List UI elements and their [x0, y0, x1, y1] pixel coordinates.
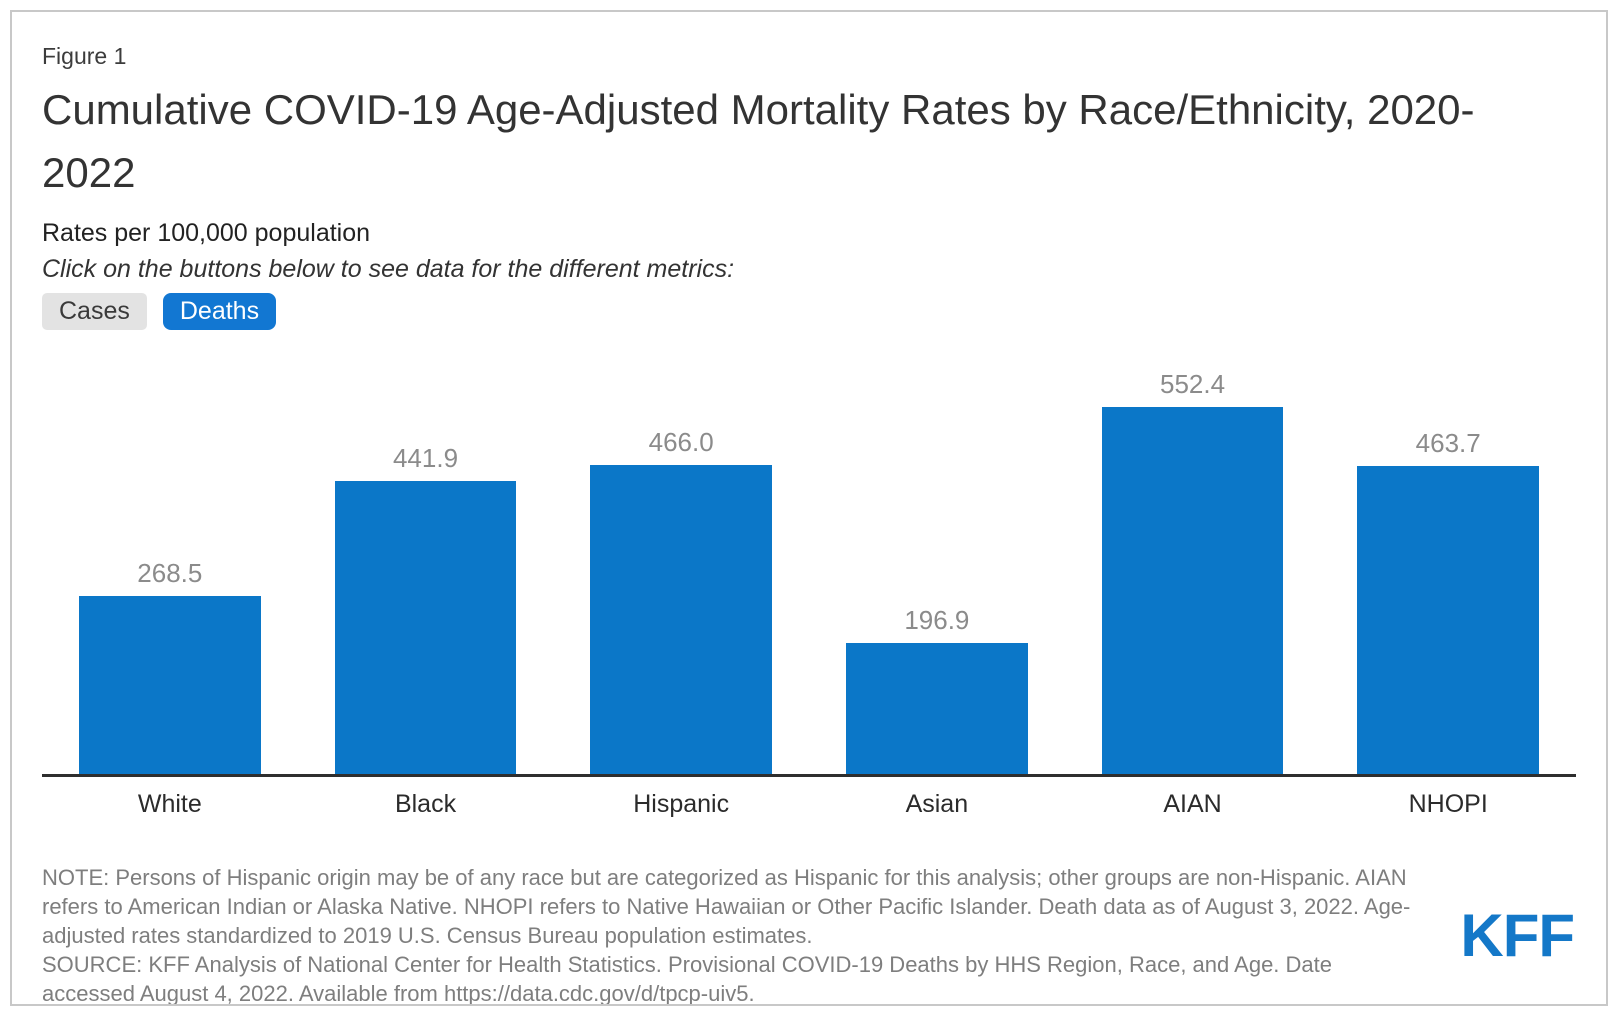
category-label: Black — [394, 790, 457, 818]
metric-button-row: Cases Deaths — [42, 293, 1576, 330]
bar-column: 268.5 — [42, 352, 298, 774]
bar-column: 552.4 — [1065, 352, 1321, 774]
metric-instruction: Click on the buttons below to see data f… — [42, 255, 735, 283]
bar[interactable] — [79, 596, 261, 774]
bar-column: 441.9 — [298, 352, 554, 774]
deaths-button[interactable]: Deaths — [162, 293, 277, 330]
bar-value-label: 463.7 — [1415, 428, 1481, 458]
bar-column: 466.0 — [553, 352, 809, 774]
bar[interactable] — [846, 643, 1028, 774]
bar[interactable] — [334, 481, 517, 774]
bar-value-label: 268.5 — [137, 558, 203, 588]
figure-frame: Figure 1 Cumulative COVID-19 Age-Adjuste… — [10, 10, 1608, 1006]
category-label: White — [137, 790, 202, 818]
footer-notes: NOTE: Persons of Hispanic origin may be … — [42, 863, 1576, 1006]
bar-column: 196.9 — [809, 352, 1065, 774]
bar[interactable] — [1357, 466, 1539, 774]
kff-logo: KFF — [1460, 902, 1575, 969]
bar-chart: 268.5 441.9 466.0 196.9 552.4 463.7 — [42, 352, 1576, 777]
category-label: AIAN — [1163, 790, 1222, 818]
bar-value-label: 552.4 — [1159, 369, 1226, 399]
bar[interactable] — [1101, 407, 1284, 774]
source-text: SOURCE: KFF Analysis of National Center … — [42, 952, 1332, 1006]
chart-subtitle: Rates per 100,000 population — [42, 219, 371, 247]
bar-value-label: 441.9 — [392, 443, 459, 473]
figure-content: Figure 1 Cumulative COVID-19 Age-Adjuste… — [12, 43, 1606, 1006]
bar-value-label: 466.0 — [648, 427, 714, 457]
category-label: NHOPI — [1408, 790, 1488, 818]
figure-label: Figure 1 — [42, 43, 127, 69]
category-label: Hispanic — [633, 790, 730, 818]
category-axis: White Black Hispanic Asian AIAN NHOPI — [42, 790, 1576, 819]
bar[interactable] — [590, 465, 772, 774]
note-text: NOTE: Persons of Hispanic origin may be … — [42, 865, 1411, 948]
chart-title: Cumulative COVID-19 Age-Adjusted Mortali… — [42, 86, 1475, 196]
cases-button[interactable]: Cases — [42, 293, 147, 330]
bar-value-label: 196.9 — [904, 605, 970, 635]
bar-column: 463.7 — [1320, 352, 1576, 774]
category-label: Asian — [905, 790, 969, 818]
